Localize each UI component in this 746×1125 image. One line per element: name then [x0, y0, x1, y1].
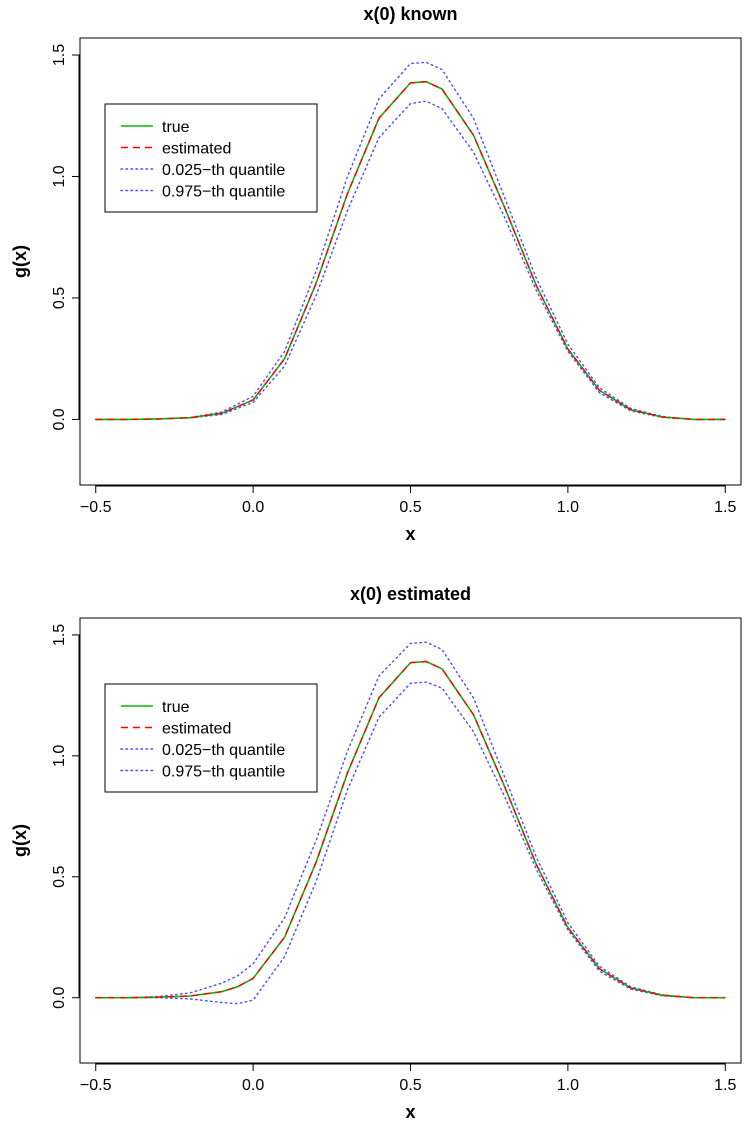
legend-label: 0.025−th quantile — [162, 162, 285, 179]
x-axis-label: x — [405, 524, 415, 544]
y-axis-label: g(x) — [10, 824, 30, 857]
y-tick-label: 0.0 — [51, 986, 68, 1008]
y-tick-label: 1.0 — [51, 165, 68, 187]
legend-label: 0.975−th quantile — [162, 764, 285, 781]
x-axis-label: x — [405, 1102, 415, 1122]
y-axis: 0.0 0.5 1.0 1.5 g(x) — [10, 624, 80, 1009]
legend-label: estimated — [162, 721, 231, 738]
x-axis: −0.5 0.0 0.5 1.0 1.5 x — [80, 485, 736, 544]
x-tick-label: −0.5 — [80, 1077, 112, 1094]
legend-label: estimated — [162, 141, 231, 158]
x-tick-label: 1.5 — [714, 499, 736, 516]
legend-box — [104, 103, 318, 213]
chart-panel-2: x(0) estimated −0.5 0.0 0.5 1.0 1.5 x 0.0 0.5 1.0… — [10, 584, 742, 1122]
y-tick-label: 0.0 — [51, 408, 68, 430]
x-tick-label: 0.5 — [399, 1077, 421, 1094]
legend-label: true — [162, 119, 190, 136]
chart-panel-1: x(0) known −0.5 0.0 0.5 1.0 1.5 x 0.0 0.5 1.0 1.5 g… — [10, 4, 742, 544]
y-tick-label: 0.5 — [51, 866, 68, 888]
series-line-2 — [95, 80, 726, 421]
y-tick-label: 1.5 — [51, 44, 68, 66]
legend-label: 0.025−th quantile — [162, 742, 285, 759]
y-axis-label: g(x) — [10, 245, 30, 278]
chart-title: x(0) estimated — [350, 584, 471, 604]
series-line-2 — [95, 660, 726, 999]
y-axis: 0.0 0.5 1.0 1.5 g(x) — [10, 44, 80, 431]
legend: true estimated 0.025−th quantile 0.975−th q… — [104, 103, 318, 213]
x-tick-label: 1.0 — [557, 1077, 579, 1094]
series-line-4 — [94, 641, 726, 999]
x-tick-label: 1.0 — [557, 499, 579, 516]
x-tick-label: −0.5 — [80, 499, 112, 516]
y-tick-label: 0.5 — [51, 287, 68, 309]
x-tick-label: 0.0 — [242, 499, 264, 516]
legend-box — [104, 683, 318, 793]
x-tick-label: 0.5 — [399, 499, 421, 516]
y-tick-label: 1.0 — [51, 745, 68, 767]
legend: true estimated 0.025−th quantile 0.975−th q… — [104, 683, 318, 793]
legend-label: true — [162, 699, 190, 716]
x-tick-label: 0.0 — [242, 1077, 264, 1094]
x-axis: −0.5 0.0 0.5 1.0 1.5 x — [80, 1063, 736, 1122]
x-tick-label: 1.5 — [714, 1077, 736, 1094]
series-line-3 — [94, 681, 726, 1005]
chart-title: x(0) known — [363, 4, 457, 24]
y-tick-label: 1.5 — [51, 624, 68, 646]
legend-label: 0.975−th quantile — [162, 184, 285, 201]
